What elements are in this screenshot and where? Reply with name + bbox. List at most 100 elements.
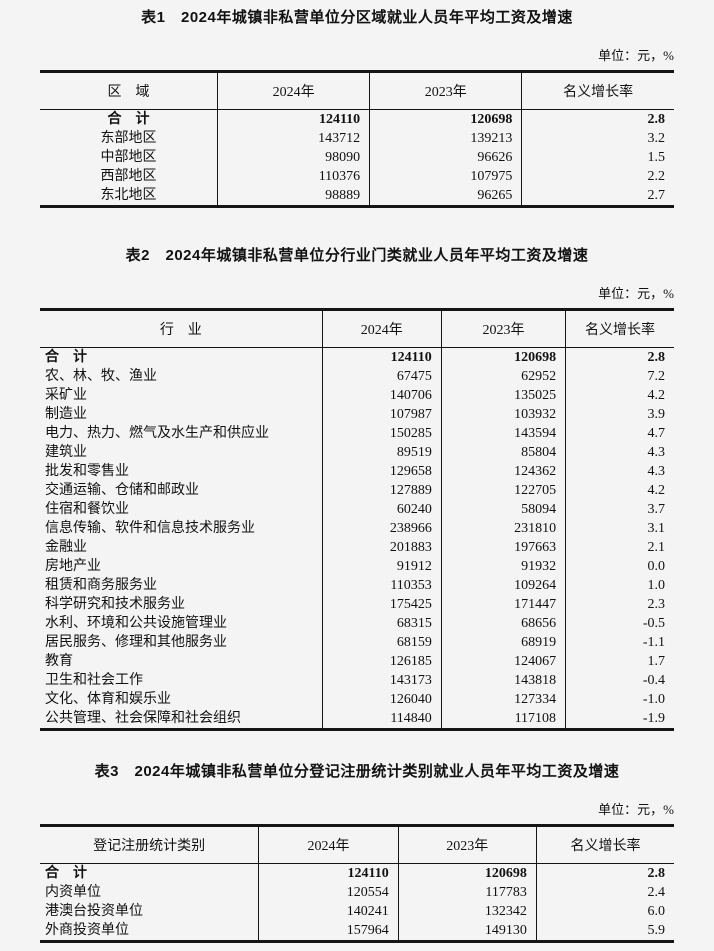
value-cell: 4.3 xyxy=(647,445,666,460)
row-label: 公共管理、社会保障和社会组织 xyxy=(40,709,323,730)
value-cell: 3.7 xyxy=(647,502,666,517)
value-cell: 157964 xyxy=(258,921,399,942)
table-row: 中部地区 98090 96626 1.5 xyxy=(40,148,674,167)
table-row: 东部地区 143712 139213 3.2 xyxy=(40,129,674,148)
value-cell: 143173 xyxy=(322,671,442,690)
value-cell: 3.9 xyxy=(647,407,666,422)
value-cell: 124362 xyxy=(441,462,567,481)
value-cell: 139213 xyxy=(369,129,523,148)
row-label: 港澳台投资单位 xyxy=(40,902,260,921)
value-cell: 68159 xyxy=(322,633,442,652)
value-cell: 124110 xyxy=(217,109,371,129)
column-header-registration-type: 登记注册统计类别 xyxy=(40,825,260,864)
value-cell: 124110 xyxy=(322,347,442,367)
value-cell: 117108 xyxy=(441,709,567,730)
row-label: 西部地区 xyxy=(40,167,219,186)
row-label: 科学研究和技术服务业 xyxy=(40,595,323,614)
value-cell: 110353 xyxy=(322,576,442,595)
value-cell: 140241 xyxy=(258,902,399,921)
row-label: 居民服务、修理和其他服务业 xyxy=(40,633,323,652)
column-header-growth: 名义增长率 xyxy=(521,71,674,110)
value-cell: 171447 xyxy=(441,595,567,614)
registration-type-wage-section: 表3 2024年城镇非私营单位分登记注册统计类别就业人员年平均工资及增速 单位：… xyxy=(40,762,674,943)
value-cell: -0.5 xyxy=(642,616,665,631)
value-cell: 127889 xyxy=(322,481,442,500)
row-label: 中部地区 xyxy=(40,148,219,167)
value-cell: 197663 xyxy=(441,538,567,557)
column-header-2023: 2023年 xyxy=(441,309,567,348)
table-row: 合 计 124110 120698 2.8 xyxy=(40,347,674,367)
value-cell: 107987 xyxy=(322,405,442,424)
row-label: 交通运输、仓储和邮政业 xyxy=(40,481,323,500)
row-label: 住宿和餐饮业 xyxy=(40,500,323,519)
table-row: 农、林、牧、渔业 67475 62952 7.2 xyxy=(40,367,674,386)
value-cell: 110376 xyxy=(217,167,371,186)
row-label: 内资单位 xyxy=(40,883,260,902)
value-cell: -1.9 xyxy=(642,711,665,726)
row-label: 东北地区 xyxy=(40,186,219,207)
row-label: 信息传输、软件和信息技术服务业 xyxy=(40,519,323,538)
value-cell: 175425 xyxy=(322,595,442,614)
value-cell: 91932 xyxy=(441,557,567,576)
column-header-growth: 名义增长率 xyxy=(565,309,674,348)
column-header-2023: 2023年 xyxy=(369,71,523,110)
value-cell: 5.9 xyxy=(647,923,666,938)
value-cell: 107975 xyxy=(369,167,523,186)
table3-header-row: 登记注册统计类别 2024年 2023年 名义增长率 xyxy=(40,825,674,864)
region-wage-table: 区 域 2024年 2023年 名义增长率 合 计 124110 120698 2.8… xyxy=(40,70,674,208)
value-cell: 2.8 xyxy=(647,866,666,881)
value-cell: 2.8 xyxy=(647,112,666,127)
value-cell: 2.2 xyxy=(647,169,666,184)
value-cell: 109264 xyxy=(441,576,567,595)
table-row: 文化、体育和娱乐业 126040 127334 -1.0 xyxy=(40,690,674,709)
table3-title: 表3 2024年城镇非私营单位分登记注册统计类别就业人员年平均工资及增速 xyxy=(94,763,620,780)
table-row: 公共管理、社会保障和社会组织 114840 117108 -1.9 xyxy=(40,709,674,730)
value-cell: 3.2 xyxy=(647,131,666,146)
table-row: 建筑业 89519 85804 4.3 xyxy=(40,443,674,462)
row-label: 外商投资单位 xyxy=(40,921,260,942)
table-row: 批发和零售业 129658 124362 4.3 xyxy=(40,462,674,481)
table1-header-row: 区 域 2024年 2023年 名义增长率 xyxy=(40,71,674,110)
value-cell: 0.0 xyxy=(647,559,666,574)
row-label: 教育 xyxy=(40,652,323,671)
value-cell: 96265 xyxy=(369,186,523,207)
table1-unit-label: 单位：元，% xyxy=(598,48,674,63)
value-cell: 143818 xyxy=(441,671,567,690)
column-header-growth: 名义增长率 xyxy=(536,825,674,864)
value-cell: 117783 xyxy=(398,883,537,902)
value-cell: 68315 xyxy=(322,614,442,633)
value-cell: 2.1 xyxy=(647,540,666,555)
row-label: 制造业 xyxy=(40,405,323,424)
value-cell: 68656 xyxy=(441,614,567,633)
table3-unit-label: 单位：元，% xyxy=(598,802,674,817)
table-row: 金融业 201883 197663 2.1 xyxy=(40,538,674,557)
industry-wage-table: 行 业 2024年 2023年 名义增长率 合 计 124110 120698 2.8… xyxy=(40,308,674,731)
region-wage-section: 表1 2024年城镇非私营单位分区域就业人员年平均工资及增速 单位：元，% 区 … xyxy=(40,8,674,208)
value-cell: -0.4 xyxy=(642,673,665,688)
value-cell: 4.3 xyxy=(647,464,666,479)
row-label: 水利、环境和公共设施管理业 xyxy=(40,614,323,633)
table-row: 合 计 124110 120698 2.8 xyxy=(40,863,674,883)
value-cell: 4.2 xyxy=(647,388,666,403)
table-row: 卫生和社会工作 143173 143818 -0.4 xyxy=(40,671,674,690)
value-cell: 143712 xyxy=(217,129,371,148)
table2-title: 表2 2024年城镇非私营单位分行业门类就业人员年平均工资及增速 xyxy=(125,247,589,264)
table-row: 住宿和餐饮业 60240 58094 3.7 xyxy=(40,500,674,519)
value-cell: 120698 xyxy=(441,347,567,367)
value-cell: -1.0 xyxy=(642,692,665,707)
column-header-2023: 2023年 xyxy=(398,825,537,864)
value-cell: 89519 xyxy=(322,443,442,462)
value-cell: 62952 xyxy=(441,367,567,386)
value-cell: 2.3 xyxy=(647,597,666,612)
column-header-2024: 2024年 xyxy=(322,309,442,348)
value-cell: 2.7 xyxy=(647,188,666,203)
value-cell: 126040 xyxy=(322,690,442,709)
table-row: 教育 126185 124067 1.7 xyxy=(40,652,674,671)
value-cell: 114840 xyxy=(322,709,442,730)
value-cell: 1.7 xyxy=(647,654,666,669)
table-row: 采矿业 140706 135025 4.2 xyxy=(40,386,674,405)
value-cell: 120554 xyxy=(258,883,399,902)
row-label: 合 计 xyxy=(40,863,260,883)
column-header-2024: 2024年 xyxy=(217,71,371,110)
value-cell: 2.4 xyxy=(647,885,666,900)
